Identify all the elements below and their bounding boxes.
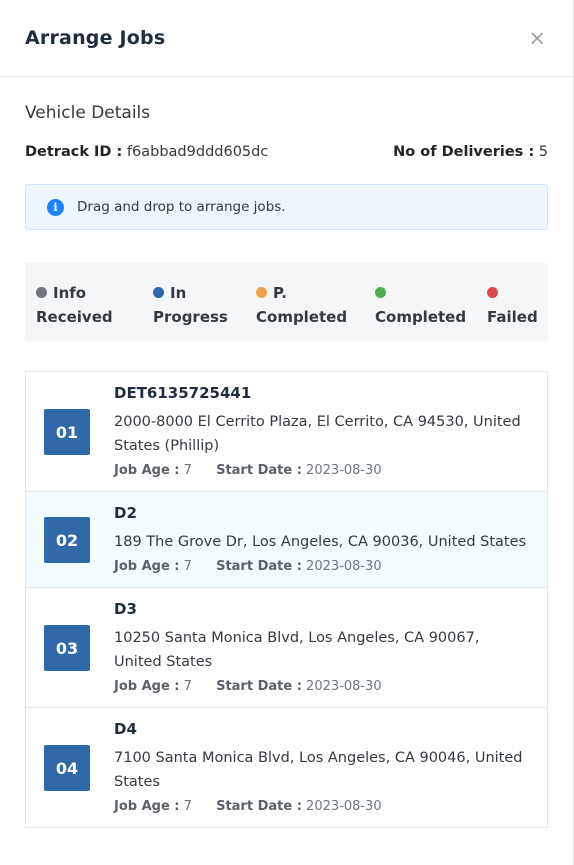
job-age-value: 7 bbox=[183, 463, 192, 478]
job-meta: Job Age : 7 Start Date : 2023-08-30 bbox=[114, 461, 531, 481]
job-age-value: 7 bbox=[183, 679, 192, 694]
legend-partially-completed: P. Completed bbox=[256, 281, 375, 329]
job-sequence-badge: 04 bbox=[44, 745, 90, 791]
detrack-id-label: Detrack ID : bbox=[25, 144, 123, 160]
job-meta: Job Age : 7 Start Date : 2023-08-30 bbox=[114, 557, 531, 577]
detrack-id-value: f6abbad9ddd605dc bbox=[126, 144, 269, 160]
job-sequence-badge: 03 bbox=[44, 625, 90, 671]
info-icon: i bbox=[47, 198, 64, 216]
deliveries-value: 5 bbox=[538, 144, 548, 160]
status-dot-icon bbox=[487, 287, 498, 298]
start-date-label: Start Date : bbox=[216, 559, 302, 574]
job-address: 7100 Santa Monica Blvd, Los Angeles, CA … bbox=[114, 750, 523, 790]
job-age-value: 7 bbox=[183, 799, 192, 814]
legend-label: In bbox=[170, 284, 187, 302]
legend-label: Received bbox=[36, 308, 113, 326]
legend-label: Completed bbox=[256, 308, 348, 326]
deliveries-count: No of Deliveries : 5 bbox=[393, 144, 548, 160]
start-date-label: Start Date : bbox=[216, 679, 302, 694]
legend-label: Progress bbox=[153, 308, 228, 326]
job-meta: Job Age : 7 Start Date : 2023-08-30 bbox=[114, 677, 531, 697]
status-dot-icon bbox=[36, 287, 47, 298]
start-date-value: 2023-08-30 bbox=[306, 463, 382, 478]
job-sequence-badge: 02 bbox=[44, 517, 90, 563]
job-address: 10250 Santa Monica Blvd, Los Angeles, CA… bbox=[114, 630, 480, 670]
job-id: D3 bbox=[114, 600, 137, 618]
job-item[interactable]: 02 D2 189 The Grove Dr, Los Angeles, CA … bbox=[26, 492, 547, 588]
legend-in-progress: In Progress bbox=[153, 281, 256, 329]
job-sequence-badge: 01 bbox=[44, 409, 90, 455]
detrack-id: Detrack ID : f6abbad9ddd605dc bbox=[25, 144, 268, 160]
start-date-label: Start Date : bbox=[216, 799, 302, 814]
status-legend: Info Received In Progress P. Completed C… bbox=[25, 263, 548, 341]
legend-info-received: Info Received bbox=[36, 281, 153, 329]
legend-label: Info bbox=[53, 284, 87, 302]
legend-label: Completed bbox=[375, 308, 467, 326]
vehicle-details-row: Detrack ID : f6abbad9ddd605dc No of Deli… bbox=[25, 144, 548, 160]
legend-label: P. bbox=[273, 284, 287, 302]
job-address: 189 The Grove Dr, Los Angeles, CA 90036,… bbox=[114, 534, 527, 550]
deliveries-label: No of Deliveries : bbox=[393, 144, 535, 160]
section-title: Vehicle Details bbox=[25, 103, 151, 123]
job-id: D4 bbox=[114, 720, 137, 738]
job-age-value: 7 bbox=[183, 559, 192, 574]
job-age-label: Job Age : bbox=[114, 799, 180, 814]
info-alert: i Drag and drop to arrange jobs. bbox=[25, 184, 548, 230]
job-age-label: Job Age : bbox=[114, 559, 180, 574]
start-date-value: 2023-08-30 bbox=[306, 559, 382, 574]
legend-label: Failed bbox=[487, 308, 538, 326]
job-item[interactable]: 04 D4 7100 Santa Monica Blvd, Los Angele… bbox=[26, 708, 547, 827]
modal-title: Arrange Jobs bbox=[25, 27, 166, 49]
start-date-value: 2023-08-30 bbox=[306, 679, 382, 694]
info-alert-text: Drag and drop to arrange jobs. bbox=[77, 199, 286, 215]
job-address: 2000-8000 El Cerrito Plaza, El Cerrito, … bbox=[114, 414, 521, 454]
job-item[interactable]: 03 D3 10250 Santa Monica Blvd, Los Angel… bbox=[26, 588, 547, 708]
status-dot-icon bbox=[375, 287, 386, 298]
legend-failed: Failed bbox=[487, 281, 547, 329]
status-dot-icon bbox=[256, 287, 267, 298]
job-meta: Job Age : 7 Start Date : 2023-08-30 bbox=[114, 797, 531, 817]
job-item[interactable]: 01 DET6135725441 2000-8000 El Cerrito Pl… bbox=[26, 372, 547, 492]
start-date-label: Start Date : bbox=[216, 463, 302, 478]
start-date-value: 2023-08-30 bbox=[306, 799, 382, 814]
close-icon[interactable]: × bbox=[528, 25, 546, 50]
job-age-label: Job Age : bbox=[114, 679, 180, 694]
job-id: DET6135725441 bbox=[114, 384, 252, 402]
status-dot-icon bbox=[153, 287, 164, 298]
modal-body: Vehicle Details Detrack ID : f6abbad9ddd… bbox=[0, 103, 573, 828]
job-id: D2 bbox=[114, 504, 137, 522]
legend-completed: Completed bbox=[375, 281, 487, 329]
modal-header: Arrange Jobs × bbox=[0, 0, 573, 77]
job-age-label: Job Age : bbox=[114, 463, 180, 478]
jobs-list: 01 DET6135725441 2000-8000 El Cerrito Pl… bbox=[25, 371, 548, 828]
